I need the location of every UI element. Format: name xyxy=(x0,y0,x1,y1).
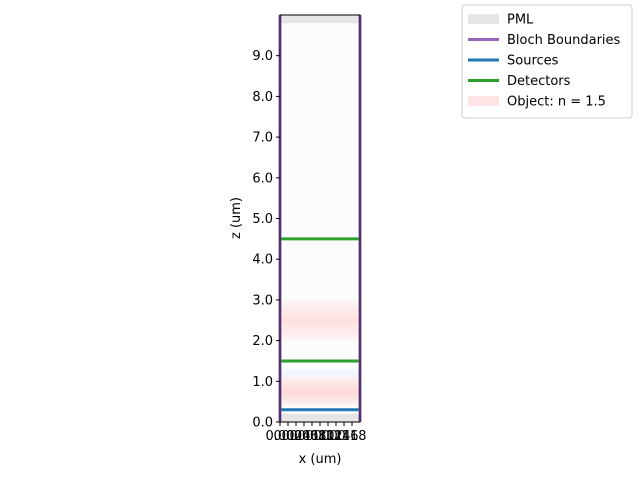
pml-region xyxy=(280,413,360,422)
y-tick-label: 9.0 xyxy=(252,49,273,64)
y-tick-label: 0.0 xyxy=(252,416,273,431)
y-tick-label: 1.0 xyxy=(252,375,273,390)
legend-frame xyxy=(461,4,633,119)
object-region xyxy=(280,299,360,341)
legend-swatch xyxy=(468,96,499,106)
x-axis-title: x (um) xyxy=(299,452,342,467)
y-axis: 0.0 1.0 2.0 3.0 4.0 5.0 6.0 7.0 8.0 9.0 xyxy=(252,49,280,431)
plot-area xyxy=(278,14,362,423)
y-tick-label: 6.0 xyxy=(252,171,273,186)
x-tick-label: 0.16 xyxy=(330,429,359,444)
domain-background xyxy=(280,15,360,422)
x-tick-label: 0.08 xyxy=(298,429,327,444)
y-tick-label: 8.0 xyxy=(252,90,273,105)
x-tick-label: 0.12 xyxy=(314,429,343,444)
x-tick-label: 0.00 xyxy=(266,429,295,444)
legend-label: Sources xyxy=(507,54,559,69)
y-axis-title: z (um) xyxy=(229,197,244,239)
x-tick-label: 0.14 xyxy=(322,429,351,444)
y-tick-label: 4.0 xyxy=(252,253,273,268)
x-tick-label: 0.06 xyxy=(290,429,319,444)
legend-label: Object: n = 1.5 xyxy=(507,95,606,110)
legend-label: Detectors xyxy=(507,74,571,89)
object-region xyxy=(280,377,360,406)
x-tick-label: 0.18 xyxy=(338,429,367,444)
field-band xyxy=(280,369,360,378)
y-tick-label: 5.0 xyxy=(252,212,273,227)
x-axis: 0.000.020.040.060.080.100.120.140.160.18 xyxy=(266,422,367,444)
pml-region xyxy=(280,15,360,24)
y-tick-label: 7.0 xyxy=(252,131,273,146)
legend-label: PML xyxy=(507,13,534,28)
x-tick-label: 0.02 xyxy=(274,429,303,444)
y-tick-label: 2.0 xyxy=(252,334,273,349)
x-tick-label: 0.10 xyxy=(306,429,335,444)
legend-label: Bloch Boundaries xyxy=(507,33,621,48)
legend: PML Bloch Boundaries Sources Detectors Objec… xyxy=(461,4,633,119)
y-tick-label: 3.0 xyxy=(252,293,273,308)
legend-swatch xyxy=(468,14,499,24)
x-tick-label: 0.04 xyxy=(282,429,311,444)
